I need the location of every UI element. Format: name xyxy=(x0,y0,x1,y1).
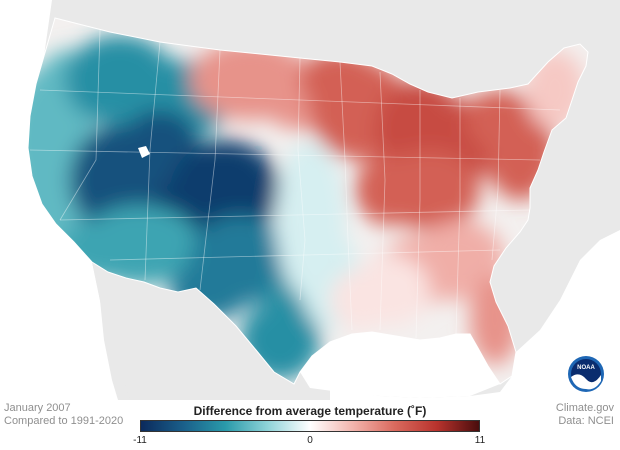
logo-wave xyxy=(571,374,601,390)
anomaly-region-deep-south-1 xyxy=(330,270,390,330)
footer-right: Climate.gov Data: NCEI xyxy=(556,402,614,428)
legend-mid-label: 0 xyxy=(307,435,313,446)
gulf-of-mexico xyxy=(300,332,500,398)
legend-colorbar xyxy=(140,420,480,432)
state-borders xyxy=(29,29,561,339)
anomaly-region-northeast-1 xyxy=(465,90,535,150)
footer-left: January 2007 Compared to 1991-2020 xyxy=(4,402,123,428)
baseline-label: Compared to 1991-2020 xyxy=(4,415,124,427)
source-label: Data: NCEI xyxy=(558,415,614,427)
map-area xyxy=(0,0,620,400)
anomaly-region-ohio-valley-1 xyxy=(355,155,425,225)
pacific-ocean xyxy=(0,0,118,400)
legend-max-label: 11 xyxy=(474,435,486,446)
noaa-logo: NOAA xyxy=(567,355,605,393)
legend-title: Difference from average temperature (˚F) xyxy=(193,404,427,418)
legend-min-label: -11 xyxy=(133,435,147,446)
period-label: January 2007 xyxy=(4,402,71,414)
credit-label: Climate.gov xyxy=(555,402,614,414)
mexico-land xyxy=(92,262,300,400)
noaa-logo-graphic: NOAA xyxy=(568,356,604,392)
us-temperature-anomaly-map xyxy=(0,0,620,400)
great-salt-lake xyxy=(138,146,150,158)
logo-text: NOAA xyxy=(577,365,595,371)
us-border xyxy=(27,17,589,385)
canada-land xyxy=(52,0,620,98)
atlantic-gulf-water xyxy=(330,230,620,400)
